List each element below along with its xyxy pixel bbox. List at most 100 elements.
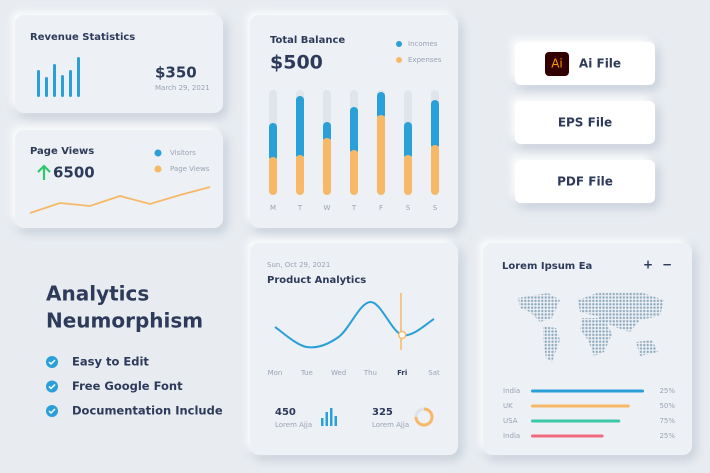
legend-label: Expenses [408, 56, 442, 64]
date: March 29, 2021 [155, 84, 210, 92]
bar [334, 416, 337, 426]
card-title: Page Views [30, 146, 94, 157]
legend-dot [154, 149, 162, 157]
check-mark [48, 359, 56, 366]
file-button[interactable] [515, 160, 655, 203]
amount: $350 [155, 64, 197, 82]
check-mark [48, 408, 56, 415]
file-label: Ai File [579, 57, 621, 71]
country: UK [503, 402, 513, 410]
day-label: T [297, 204, 303, 212]
file-label: PDF File [557, 175, 613, 189]
feature: Easy to Edit [72, 355, 149, 369]
stat-card [265, 397, 347, 437]
card-title: Product Analytics [267, 275, 366, 286]
headline: Analytics [46, 282, 149, 306]
south-america [543, 326, 560, 362]
progress-bar [531, 404, 630, 408]
bar [61, 75, 64, 97]
north-america [518, 293, 560, 322]
day-label: S [433, 204, 438, 212]
progress-bar [531, 419, 621, 423]
file-button[interactable] [515, 101, 655, 144]
ai-icon [545, 52, 569, 76]
day-label: Fri [397, 369, 407, 377]
highlight-point [397, 330, 407, 340]
headline: Neumorphism [46, 309, 203, 333]
legend-label: Visitors [170, 149, 196, 157]
bar-expense [269, 157, 277, 195]
legend-dot [154, 165, 162, 173]
progress-bar [531, 389, 645, 393]
stat-card [362, 397, 445, 437]
world-map [518, 292, 664, 362]
day-label: Wed [331, 369, 346, 377]
percent: 25% [659, 432, 675, 440]
day-label: F [379, 204, 383, 212]
zoom-in[interactable] [641, 258, 655, 272]
stat-value: 450 [275, 407, 296, 418]
day-label: Thu [363, 369, 377, 377]
card-title: Revenue Statistics [30, 32, 135, 43]
card [15, 130, 223, 228]
bar-expense [377, 115, 385, 195]
bar [77, 57, 80, 97]
bar-expense [296, 155, 304, 195]
bar-income [269, 123, 277, 161]
bar-income [431, 100, 439, 149]
bar [69, 70, 72, 97]
bar-expense [431, 145, 439, 195]
zoom-button-label: − [662, 258, 672, 272]
bar-income [323, 122, 331, 142]
stat-label: Lorem Ajja [275, 421, 312, 429]
bar-expense [323, 138, 331, 195]
date: Sun, Oct 29, 2021 [267, 261, 330, 269]
percent: 75% [659, 417, 675, 425]
bar-expense [404, 155, 412, 195]
stat-label: Lorem Ajja [372, 421, 409, 429]
ring [414, 407, 434, 427]
bar-income [296, 96, 304, 159]
bar-income [377, 92, 385, 119]
day-label: Sat [428, 369, 440, 377]
australia [636, 340, 658, 356]
bar-expense [350, 150, 358, 195]
day-label: W [324, 204, 331, 212]
legend-label: Page Views [170, 165, 210, 173]
bar [330, 408, 333, 426]
file-label: EPS File [558, 116, 612, 130]
legend-dot [396, 41, 402, 47]
country: India [503, 387, 520, 395]
eurasia [578, 292, 664, 332]
bar [45, 77, 48, 97]
bar [37, 70, 40, 97]
amount: $500 [270, 52, 323, 74]
legend-label: Incomes [408, 40, 438, 48]
legend-dot [396, 57, 402, 63]
day-label: S [406, 204, 411, 212]
card [15, 15, 223, 113]
africa [580, 318, 612, 356]
bar [321, 418, 324, 426]
percent: 25% [659, 387, 675, 395]
country: India [503, 432, 520, 440]
ai-icon-text: Ai [551, 57, 563, 71]
bar-income [350, 107, 358, 154]
zoom-button-label: + [643, 258, 653, 272]
day-label: Mon [268, 369, 283, 377]
bar [53, 64, 56, 97]
card-title: Total Balance [270, 35, 345, 46]
line [29, 186, 211, 214]
value: 6500 [53, 164, 95, 182]
day-label: T [351, 204, 357, 212]
progress-bar [531, 434, 604, 438]
day-label: M [270, 204, 276, 212]
check-mark [48, 383, 56, 390]
bar [325, 412, 328, 426]
stat-value: 325 [372, 407, 393, 418]
feature: Free Google Font [72, 379, 183, 393]
feature: Documentation Include [72, 404, 223, 418]
zoom-out[interactable] [660, 258, 674, 272]
percent: 50% [659, 402, 675, 410]
